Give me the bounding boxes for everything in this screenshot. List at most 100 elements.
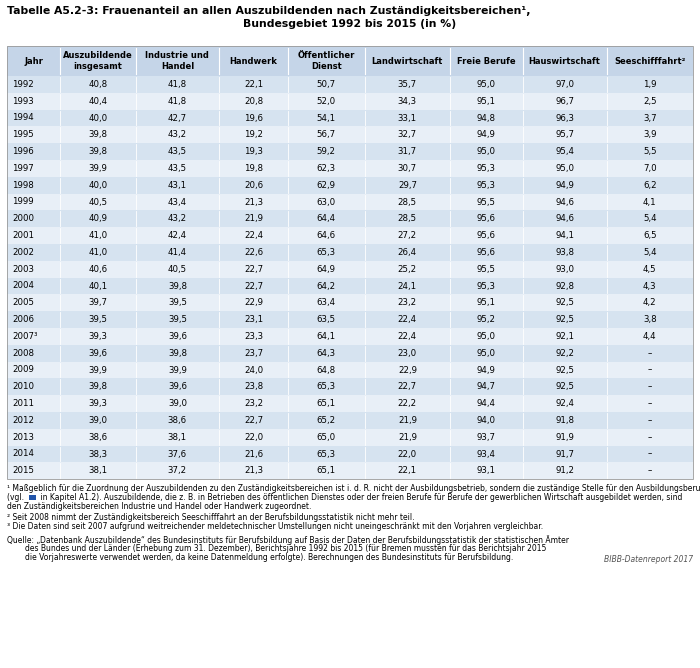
Text: 2005: 2005 [12, 299, 34, 307]
Text: 39,5: 39,5 [168, 315, 187, 324]
Text: 91,2: 91,2 [555, 466, 574, 476]
Text: 2010: 2010 [12, 382, 34, 391]
Text: 4,2: 4,2 [643, 299, 657, 307]
Text: den Zuständigkeitsbereichen Industrie und Handel oder Handwerk zugeordnet.: den Zuständigkeitsbereichen Industrie un… [7, 502, 312, 511]
Text: 96,3: 96,3 [555, 114, 574, 122]
Text: 40,8: 40,8 [88, 80, 108, 89]
Text: 92,5: 92,5 [555, 315, 574, 324]
Text: 65,3: 65,3 [316, 248, 336, 257]
Bar [7, 311, 693, 328]
Text: 63,5: 63,5 [316, 315, 336, 324]
Text: 43,1: 43,1 [168, 181, 187, 190]
Text: die Vorjahreswerte verwendet werden, da keine Datenmeldung erfolgte). Berechnung: die Vorjahreswerte verwendet werden, da … [25, 553, 513, 562]
Bar [7, 194, 693, 210]
Text: 95,0: 95,0 [477, 332, 496, 341]
Bar [7, 46, 693, 479]
Text: 95,4: 95,4 [555, 147, 574, 156]
Text: 37,6: 37,6 [168, 450, 187, 458]
Text: 39,8: 39,8 [89, 382, 108, 391]
Text: 2011: 2011 [12, 399, 34, 408]
Bar [7, 177, 693, 194]
Text: 20,6: 20,6 [244, 181, 263, 190]
Text: 22,0: 22,0 [244, 433, 263, 442]
Text: 50,7: 50,7 [316, 80, 336, 89]
Text: 65,0: 65,0 [316, 433, 336, 442]
Text: 91,8: 91,8 [555, 416, 574, 425]
Text: 62,3: 62,3 [316, 164, 336, 173]
Text: 21,3: 21,3 [244, 466, 263, 476]
Bar [7, 328, 693, 345]
Text: 93,8: 93,8 [555, 248, 574, 257]
Text: Bundesgebiet 1992 bis 2015 (in %): Bundesgebiet 1992 bis 2015 (in %) [244, 19, 456, 29]
Text: 40,6: 40,6 [88, 265, 108, 274]
Text: 91,7: 91,7 [555, 450, 574, 458]
Text: 43,2: 43,2 [168, 214, 187, 223]
Text: –: – [648, 466, 652, 476]
Text: 28,5: 28,5 [398, 198, 417, 206]
Text: 62,9: 62,9 [316, 181, 336, 190]
Text: 65,3: 65,3 [316, 450, 336, 458]
Text: 3,7: 3,7 [643, 114, 657, 122]
Text: 19,2: 19,2 [244, 130, 263, 140]
Text: 41,8: 41,8 [168, 80, 187, 89]
Text: 65,1: 65,1 [316, 466, 336, 476]
Text: 34,3: 34,3 [398, 97, 417, 106]
Text: 42,7: 42,7 [168, 114, 187, 122]
Text: 22,7: 22,7 [244, 281, 263, 291]
Text: 3,8: 3,8 [643, 315, 657, 324]
Bar [7, 160, 693, 177]
Text: 1992: 1992 [12, 80, 34, 89]
Text: 24,1: 24,1 [398, 281, 417, 291]
Text: 95,0: 95,0 [477, 349, 496, 357]
Text: 40,4: 40,4 [88, 97, 108, 106]
Text: 95,0: 95,0 [477, 147, 496, 156]
Bar [7, 462, 693, 479]
Text: 24,0: 24,0 [244, 365, 263, 375]
Text: 5,4: 5,4 [643, 214, 657, 223]
Text: 39,0: 39,0 [168, 399, 187, 408]
Text: 54,1: 54,1 [316, 114, 336, 122]
Text: 93,0: 93,0 [555, 265, 574, 274]
Text: 23,0: 23,0 [398, 349, 417, 357]
Text: 40,5: 40,5 [88, 198, 108, 206]
Text: 2009: 2009 [12, 365, 34, 375]
Text: 64,6: 64,6 [316, 231, 336, 240]
Bar [7, 412, 693, 429]
Text: 22,6: 22,6 [244, 248, 263, 257]
Bar [7, 261, 693, 278]
Text: 92,5: 92,5 [555, 299, 574, 307]
Text: 95,3: 95,3 [477, 281, 496, 291]
Text: Öffentlicher
Dienst: Öffentlicher Dienst [298, 51, 355, 71]
Text: 95,1: 95,1 [477, 299, 496, 307]
Text: 2003: 2003 [12, 265, 34, 274]
Text: 92,4: 92,4 [555, 399, 574, 408]
Text: 4,5: 4,5 [643, 265, 657, 274]
Text: 22,4: 22,4 [244, 231, 263, 240]
Text: 2006: 2006 [12, 315, 34, 324]
Text: 23,1: 23,1 [244, 315, 263, 324]
Text: 39,3: 39,3 [89, 399, 108, 408]
Bar [7, 126, 693, 143]
Text: Jahr: Jahr [25, 57, 43, 65]
Text: 43,2: 43,2 [168, 130, 187, 140]
Text: 38,6: 38,6 [88, 433, 108, 442]
Text: Auszubildende
insgesamt: Auszubildende insgesamt [63, 51, 133, 71]
Text: Freie Berufe: Freie Berufe [457, 57, 516, 65]
Text: 40,1: 40,1 [88, 281, 108, 291]
Text: 92,8: 92,8 [555, 281, 574, 291]
Text: Seeschifffahrt²: Seeschifffahrt² [614, 57, 685, 65]
Text: 21,6: 21,6 [244, 450, 263, 458]
Text: 41,8: 41,8 [168, 97, 187, 106]
Bar [7, 46, 693, 76]
Text: 40,0: 40,0 [88, 114, 108, 122]
Text: 56,7: 56,7 [316, 130, 336, 140]
Text: 64,8: 64,8 [316, 365, 336, 375]
Text: 95,5: 95,5 [477, 265, 496, 274]
Text: 22,2: 22,2 [398, 399, 417, 408]
Text: 7,0: 7,0 [643, 164, 657, 173]
Text: 22,7: 22,7 [398, 382, 417, 391]
Text: 38,3: 38,3 [88, 450, 108, 458]
Text: 1997: 1997 [12, 164, 34, 173]
Text: 29,7: 29,7 [398, 181, 417, 190]
Text: 65,2: 65,2 [316, 416, 336, 425]
